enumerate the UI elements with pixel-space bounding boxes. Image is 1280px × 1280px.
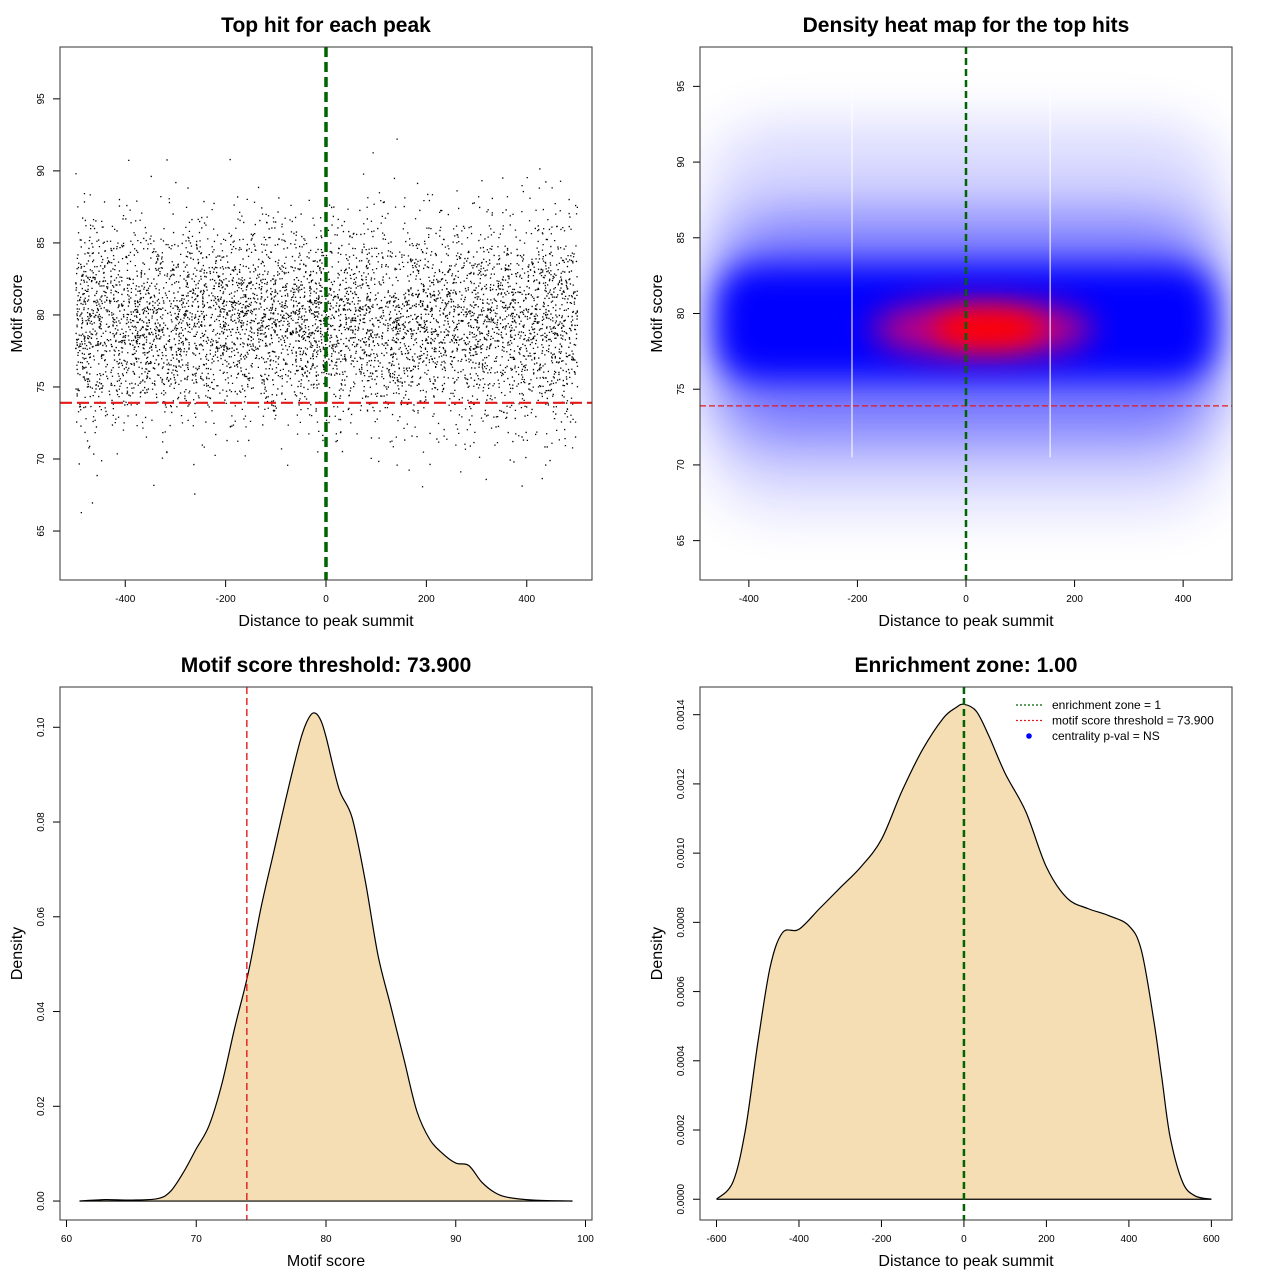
- y-tick-label: 80: [676, 308, 687, 320]
- y-tick-label: 0.08: [36, 812, 47, 832]
- x-tick-label: -600: [706, 1234, 726, 1245]
- y-tick-label: 0.0010: [676, 837, 687, 868]
- y-tick-label: 70: [36, 453, 47, 465]
- x-tick-label: 90: [450, 1234, 462, 1245]
- y-tick-label: 70: [676, 459, 687, 471]
- y-tick-label: 85: [676, 232, 687, 244]
- legend-entry: centrality p-val = NS: [1026, 729, 1160, 743]
- y-tick-label: 95: [676, 80, 687, 92]
- x-tick-label: -400: [115, 594, 135, 605]
- density-curve: [79, 712, 573, 1202]
- chart-title: Density heat map for the top hits: [803, 14, 1130, 37]
- y-tick-label: 0.06: [36, 907, 47, 927]
- plot-border: [59, 686, 593, 1221]
- x-tick-label: 400: [1121, 1234, 1138, 1245]
- x-tick-label: -200: [871, 1234, 891, 1245]
- x-tick-label: -400: [739, 594, 759, 605]
- chart-title: Top hit for each peak: [221, 14, 431, 37]
- y-tick-label: 85: [36, 237, 47, 249]
- density-curve: [716, 703, 1212, 1200]
- x-axis-label: Distance to peak summit: [878, 613, 1054, 630]
- y-tick-label: 65: [36, 525, 47, 537]
- x-tick-label: 600: [1203, 1234, 1220, 1245]
- y-tick-label: 80: [36, 309, 47, 321]
- x-tick-label: 0: [963, 594, 969, 605]
- x-tick-label: 70: [191, 1234, 203, 1245]
- chart-title: Motif score threshold: 73.900: [181, 654, 472, 677]
- legend-point-marker: [1026, 733, 1032, 739]
- x-tick-label: 60: [61, 1234, 73, 1245]
- y-tick-label: 0.04: [36, 1001, 47, 1021]
- heatmap-panel: Density heat map for the top hits Distanc…: [649, 14, 1233, 630]
- y-tick-label: 0.0014: [676, 699, 687, 730]
- x-axis-label: Motif score: [287, 1253, 365, 1270]
- y-axis-label: Density: [649, 927, 666, 980]
- x-tick-label: 100: [577, 1234, 594, 1245]
- y-tick-label: 90: [36, 165, 47, 177]
- x-tick-label: -200: [216, 594, 236, 605]
- scatter-panel: Top hit for each peak Distance to peak su…: [9, 14, 593, 630]
- x-tick-label: 0: [323, 594, 329, 605]
- y-tick-label: 0.0000: [676, 1184, 687, 1215]
- plot-border: [699, 46, 1233, 581]
- y-tick-label: 0.0004: [676, 1045, 687, 1076]
- x-tick-label: 200: [418, 594, 435, 605]
- legend: enrichment zone = 1 motif score threshold…: [1016, 698, 1214, 743]
- density-area: [79, 712, 573, 1201]
- x-tick-label: -400: [789, 1234, 809, 1245]
- legend-label: enrichment zone = 1: [1052, 698, 1161, 712]
- chart-title: Enrichment zone: 1.00: [855, 654, 1078, 677]
- x-tick-label: 80: [320, 1234, 332, 1245]
- legend-entry: enrichment zone = 1: [1016, 698, 1161, 712]
- x-tick-label: 400: [1175, 594, 1192, 605]
- y-tick-label: 65: [676, 535, 687, 547]
- x-axis-label: Distance to peak summit: [238, 613, 414, 630]
- y-tick-label: 0.10: [36, 717, 47, 737]
- y-tick-label: 95: [36, 93, 47, 105]
- y-tick-label: 0.02: [36, 1096, 47, 1116]
- x-axis-label: Distance to peak summit: [878, 1253, 1054, 1270]
- y-tick-label: 0.0012: [676, 768, 687, 799]
- x-tick-label: 0: [961, 1234, 967, 1245]
- x-tick-label: -200: [847, 594, 867, 605]
- x-tick-label: 200: [1038, 1234, 1055, 1245]
- y-tick-label: 0.0008: [676, 907, 687, 938]
- y-axis-label: Motif score: [649, 274, 666, 352]
- y-tick-label: 75: [676, 383, 687, 395]
- score-density-panel: Motif score threshold: 73.900 Motif score…: [9, 654, 594, 1270]
- y-axis-label: Density: [9, 927, 26, 980]
- plot-border: [59, 46, 593, 581]
- y-tick-label: 75: [36, 381, 47, 393]
- y-tick-label: 0.0006: [676, 976, 687, 1007]
- y-tick-label: 0.00: [36, 1191, 47, 1211]
- density-peak: [932, 310, 1043, 347]
- y-tick-label: 0.0002: [676, 1114, 687, 1145]
- y-axis-label: Motif score: [9, 274, 26, 352]
- distance-density-panel: Enrichment zone: 1.00 Distance to peak su…: [649, 654, 1233, 1270]
- x-tick-label: 200: [1066, 594, 1083, 605]
- legend-label: motif score threshold = 73.900: [1052, 714, 1214, 728]
- plot-border: [699, 686, 1233, 1221]
- legend-label: centrality p-val = NS: [1052, 729, 1160, 743]
- legend-entry: motif score threshold = 73.900: [1016, 714, 1214, 728]
- y-tick-label: 90: [676, 156, 687, 168]
- x-tick-label: 400: [518, 594, 535, 605]
